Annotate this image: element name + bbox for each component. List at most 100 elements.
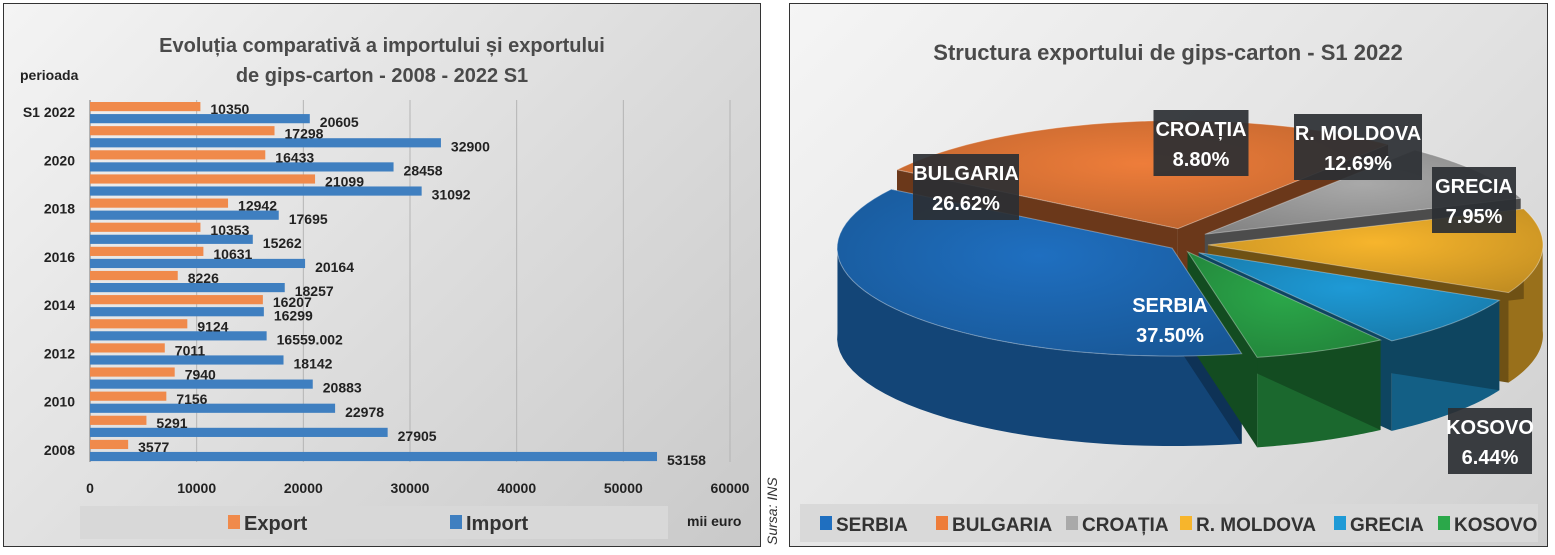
category-tick-label: 2010 — [44, 394, 75, 410]
x-tick-label: 0 — [86, 480, 94, 496]
legend-swatch — [820, 516, 832, 530]
pie-slice-side-serbia — [837, 243, 1242, 447]
import-bar — [90, 162, 394, 172]
import-bar — [90, 210, 279, 220]
pie-slice-serbia — [836, 188, 1243, 357]
chart-title: Structura exportului de gips-carton - S1… — [933, 40, 1402, 65]
pie-slice-kosovo — [1186, 250, 1383, 358]
legend-label: CROAȚIA — [1082, 515, 1169, 536]
x-tick-label: 60000 — [711, 480, 750, 496]
export-bar — [90, 415, 147, 425]
import-data-label: 20164 — [315, 259, 354, 275]
x-tick-label: 20000 — [284, 480, 323, 496]
export-bar — [90, 198, 229, 208]
legend-box — [80, 506, 668, 539]
import-data-label: 28458 — [404, 163, 443, 179]
data-label-box — [1432, 167, 1516, 233]
export-data-label: 3577 — [138, 439, 169, 455]
slice-percent-label: 12.69% — [1324, 153, 1392, 175]
legend-swatch — [1334, 516, 1346, 530]
export-bar — [90, 439, 129, 450]
export-data-label: 9124 — [197, 318, 228, 334]
export-bar — [90, 126, 275, 136]
export-bar — [90, 319, 188, 329]
x-tick-label: 30000 — [391, 480, 430, 496]
slice-percent-label: 26.62% — [932, 193, 1000, 215]
legend-label: KOSOVO — [1454, 515, 1537, 536]
category-tick-label: 2008 — [44, 442, 75, 458]
chart-title-line: Evoluția comparativă a importului și exp… — [159, 35, 605, 57]
legend-box — [800, 504, 1538, 542]
legend-label-export: Export — [244, 513, 308, 535]
slice-label: GRECIA — [1435, 176, 1513, 198]
category-tick-label: 2020 — [44, 152, 75, 168]
export-bar — [90, 343, 165, 353]
data-label-box — [913, 154, 1019, 220]
y-axis-title: perioada — [20, 67, 79, 83]
legend-swatch-import — [450, 515, 462, 529]
bar-chart-panel: Evoluția comparativă a importului și exp… — [3, 3, 761, 547]
import-bar — [90, 331, 267, 341]
slice-label: R. MOLDOVA — [1295, 123, 1421, 145]
export-data-label: 8226 — [188, 270, 219, 286]
category-tick-label: 2012 — [44, 345, 75, 361]
import-data-label: 27905 — [398, 428, 437, 444]
category-tick-label: S1 2022 — [23, 104, 75, 120]
export-bar — [90, 295, 263, 305]
import-bar — [90, 451, 658, 462]
category-tick-label: 2016 — [44, 249, 75, 265]
legend-label: R. MOLDOVA — [1196, 515, 1316, 536]
legend-label-import: Import — [466, 513, 529, 535]
import-bar — [90, 427, 388, 437]
export-bar — [90, 367, 175, 377]
unit-label: mii euro — [687, 513, 741, 529]
legend-swatch — [1438, 516, 1450, 530]
import-data-label: 32900 — [451, 138, 490, 154]
import-bar — [90, 403, 336, 413]
import-bar — [90, 258, 306, 269]
export-data-label: 10631 — [213, 246, 252, 262]
pie-slice-side-r-moldova — [1508, 240, 1543, 383]
import-data-label: 20605 — [320, 114, 359, 130]
pie-slice-grecia — [1198, 252, 1501, 342]
legend-label: SERBIA — [836, 515, 908, 536]
import-bar — [90, 234, 253, 244]
import-data-label: 53158 — [667, 452, 706, 468]
import-data-label: 31092 — [432, 187, 471, 203]
slice-label: CROAȚIA — [1155, 119, 1246, 141]
export-data-label: 5291 — [156, 415, 187, 431]
legend-swatch-export — [228, 515, 240, 529]
x-tick-label: 50000 — [604, 480, 643, 496]
import-data-label: 18142 — [294, 356, 333, 372]
export-data-label: 7011 — [175, 343, 206, 359]
legend-label: BULGARIA — [952, 515, 1053, 536]
legend-swatch — [1180, 516, 1192, 530]
export-bar — [90, 174, 316, 184]
category-tick-label: 2014 — [44, 297, 75, 313]
import-data-label: 16559.002 — [277, 331, 343, 347]
source-note: Sursa: INS — [764, 477, 780, 545]
export-data-label: 17298 — [285, 125, 324, 141]
export-data-label: 16207 — [273, 294, 312, 310]
export-data-label: 21099 — [325, 174, 364, 190]
legend-swatch — [936, 516, 948, 530]
import-bar — [90, 307, 264, 317]
export-data-label: 16433 — [275, 149, 314, 165]
slice-percent-label: 37.50% — [1136, 325, 1204, 347]
import-bar — [90, 138, 441, 148]
import-data-label: 22978 — [345, 404, 384, 420]
slice-label: BULGARIA — [913, 163, 1019, 185]
legend-label: GRECIA — [1350, 515, 1424, 536]
export-data-label: 7156 — [176, 391, 207, 407]
import-data-label: 18257 — [295, 283, 334, 299]
slice-label: KOSOVO — [1446, 417, 1534, 439]
export-data-label: 7940 — [185, 367, 216, 383]
import-bar — [90, 186, 422, 196]
export-bar — [90, 391, 167, 401]
export-bar — [90, 102, 201, 112]
data-label-box — [1294, 114, 1422, 180]
export-data-label: 10353 — [210, 222, 249, 238]
chart-title-line: de gips-carton - 2008 - 2022 S1 — [236, 65, 528, 87]
bar-chart: Evoluția comparativă a importului și exp… — [20, 35, 750, 539]
import-data-label: 17695 — [289, 211, 328, 227]
